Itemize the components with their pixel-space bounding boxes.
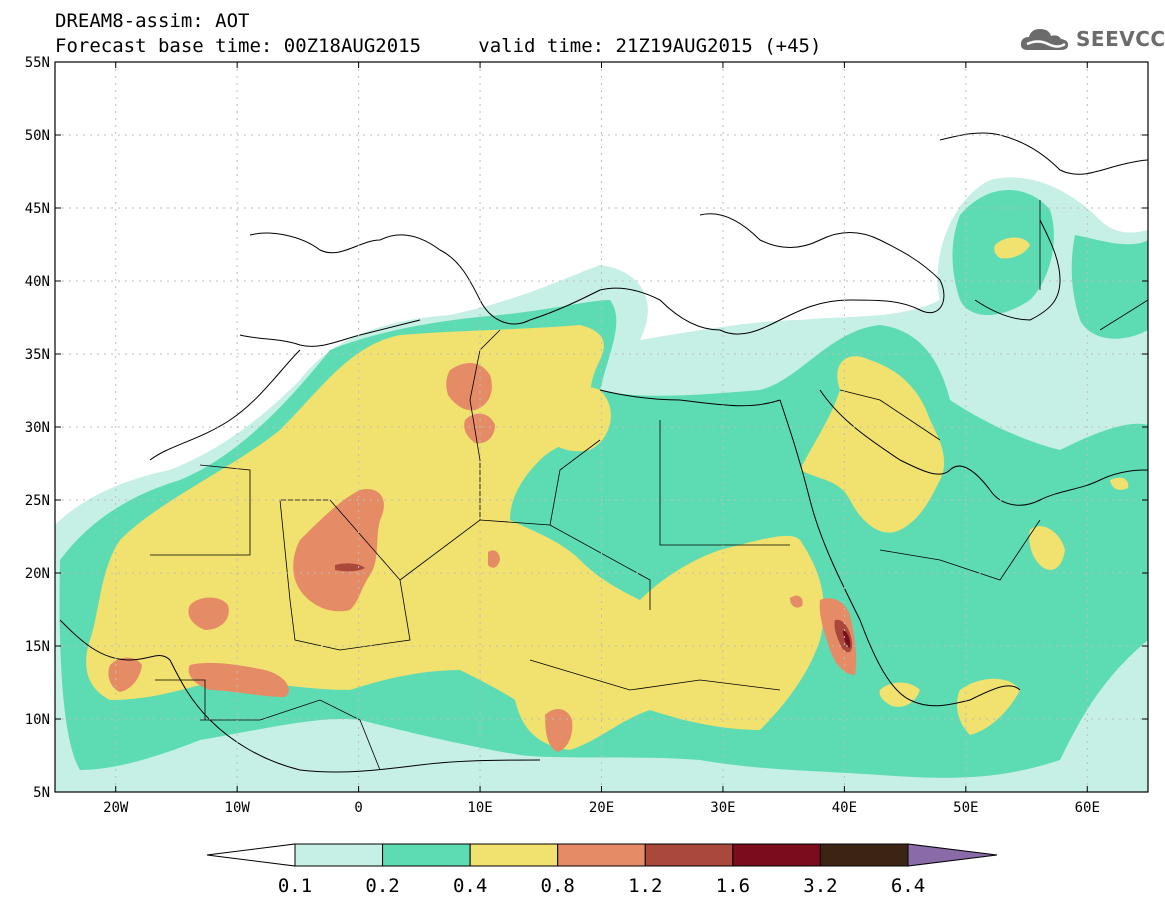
legend-label: 0.8	[541, 875, 575, 897]
legend-swatch	[644, 843, 734, 867]
lat-tick-label: 50N	[25, 128, 50, 144]
valid-time: valid time: 21Z19AUG2015 (+45)	[478, 35, 822, 57]
legend-label: 1.2	[628, 875, 662, 897]
seevccc-logo: SEEVCCC	[1018, 24, 1165, 54]
legend-label: 0.1	[278, 875, 312, 897]
legend-swatch	[469, 843, 559, 867]
lon-tick-label: 0	[354, 800, 362, 816]
cloud-icon	[1020, 29, 1069, 50]
lon-tick-label: 10E	[467, 800, 492, 816]
borders	[150, 200, 1148, 771]
lat-tick-label: 15N	[25, 639, 50, 655]
grid-lines	[55, 61, 1148, 793]
lon-tick-label: 60E	[1075, 800, 1100, 816]
legend-label: 0.4	[453, 875, 487, 897]
lat-tick-label: 20N	[25, 566, 50, 582]
legend-label: 1.6	[716, 875, 750, 897]
lon-axis: 20W 10W 0 10E 20E 30E 40E 50E 60E	[103, 62, 1100, 816]
logo-text: SEEVCCC	[1076, 27, 1165, 51]
time-info: Forecast base time: 00Z18AUG2015 valid t…	[55, 35, 821, 57]
lat-tick-label: 55N	[25, 55, 50, 71]
lat-tick-label: 30N	[25, 420, 50, 436]
lon-tick-label: 40E	[832, 800, 857, 816]
legend-high-triangle	[907, 843, 998, 867]
base-time: Forecast base time: 00Z18AUG2015	[55, 35, 422, 57]
legend-label: 0.2	[365, 875, 399, 897]
legend-swatch	[819, 843, 909, 867]
lon-tick-label: 30E	[710, 800, 735, 816]
lat-tick-label: 5N	[33, 785, 50, 801]
lat-tick-label: 10N	[25, 712, 50, 728]
lon-tick-label: 10W	[225, 800, 251, 816]
legend-label: 6.4	[891, 875, 925, 897]
legend-low-triangle	[206, 843, 296, 867]
lon-tick-label: 20E	[589, 800, 614, 816]
aot-band-0.4	[86, 237, 1129, 750]
lat-tick-label: 45N	[25, 201, 50, 217]
chart-title: DREAM8-assim: AOT	[55, 10, 250, 32]
aot-band-1.6	[843, 630, 851, 648]
legend-swatch	[557, 843, 646, 867]
lat-axis: 55N 50N 45N 40N 35N 30N 25N 20N 15N 10N 5N	[25, 55, 1148, 801]
legend-label: 3.2	[803, 875, 837, 897]
legend-swatch	[732, 843, 821, 867]
legend-swatch	[382, 843, 471, 867]
lon-tick-label: 20W	[103, 800, 129, 816]
aot-legend: 0.1 0.2 0.4 0.8 1.2 1.6 3.2 6.4	[206, 843, 998, 897]
legend-swatch	[294, 843, 384, 867]
lon-tick-label: 50E	[953, 800, 978, 816]
lat-tick-label: 40N	[25, 274, 50, 290]
lat-tick-label: 35N	[25, 347, 50, 363]
coastlines	[59, 132, 1148, 773]
lat-tick-label: 25N	[25, 493, 50, 509]
